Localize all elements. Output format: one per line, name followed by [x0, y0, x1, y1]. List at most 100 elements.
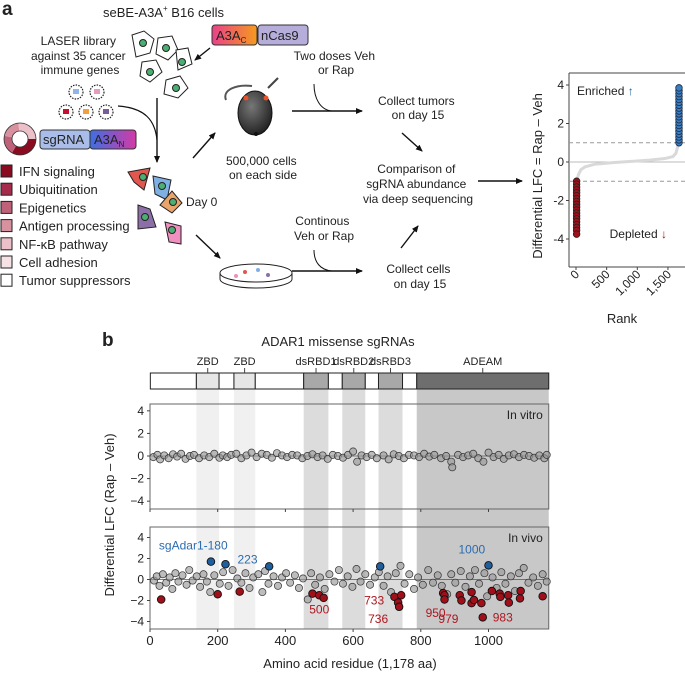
sgrna-point: [383, 572, 392, 581]
enriched-label: Enriched ↑: [577, 84, 634, 98]
depleted-sgrna-point: [538, 592, 547, 601]
domain-label-dsrbd3: dsRBD3: [370, 356, 411, 368]
depleted-sgrna-label: 500: [309, 602, 329, 616]
y-tick-label: −4: [130, 615, 144, 629]
sgrna-point: [430, 450, 439, 459]
y-tick-label: −2: [130, 594, 144, 608]
legend-label: Cell adhesion: [19, 255, 98, 270]
sgrna-point: [370, 573, 379, 582]
sgrna-point: [475, 579, 483, 588]
sgrna-point: [353, 457, 362, 466]
y-tick-label: 4: [557, 78, 564, 92]
depleted-sgrna-point: [487, 586, 497, 596]
arrow-to-mouse: [192, 132, 216, 159]
depleted-sgrna-point: [496, 592, 505, 602]
invitro-treatment-text: Continous Veh or Rap: [294, 214, 354, 243]
sgrna-point: [484, 448, 493, 457]
panel-name: In vitro: [507, 408, 543, 422]
cells-per-side-text: 500,000 cells on each side: [226, 154, 300, 182]
sgrna-point: [349, 447, 358, 456]
sgrna-point: [171, 569, 180, 578]
sgrna-point: [177, 449, 186, 458]
domain-segment: [149, 372, 197, 390]
panel-b-xlabel: Amino acid residue (1,178 aa): [263, 656, 436, 671]
svg-text:sgRNA: sgRNA: [43, 132, 85, 147]
sgrna-point: [471, 566, 479, 574]
sgrna-point: [241, 569, 250, 578]
depleted-sgrna-point: [477, 598, 486, 608]
enriched-sgrna-point: [484, 561, 493, 570]
legend-swatch: [0, 237, 13, 251]
depleted-sgrna-label: 736: [368, 612, 388, 626]
sgrna-point: [479, 457, 488, 466]
rank-xlabel: Rank: [607, 311, 638, 326]
y-tick-label: −2: [130, 472, 144, 486]
y-tick-label: -4: [553, 232, 564, 246]
panel-b-ylabel: Differential LFC (Rap – Veh): [102, 433, 117, 596]
sgrna-point: [480, 569, 489, 578]
sgrna-point: [303, 595, 312, 604]
depleted-sgrna-point: [457, 596, 466, 605]
sgrna-point: [379, 581, 388, 590]
sgrna-point: [315, 573, 324, 582]
sgrna-point: [247, 448, 256, 457]
svg-text:nCas9: nCas9: [261, 28, 299, 43]
sgrna-point: [311, 580, 320, 589]
domain-segment: [303, 372, 329, 390]
pathway-legend: IFN signaling Ubiquitination Epigenetics An…: [0, 164, 131, 288]
sgrna-point: [483, 592, 492, 601]
enriched-sgrna-point: [375, 562, 385, 571]
sgrna-point: [330, 577, 339, 586]
library-donut-icon: [3, 122, 37, 156]
sgrna-point: [442, 452, 451, 460]
sgrna-point: [488, 573, 497, 582]
sgrna-point: [343, 572, 352, 581]
sgrna-point: [414, 573, 423, 582]
sgrna-point: [232, 449, 241, 458]
sgrna-point: [461, 582, 470, 591]
depleted-sgrna-point: [213, 589, 222, 599]
a3ac-ncas9-construct: A3AC nCas9: [211, 24, 309, 46]
x-tick-label: 0: [567, 267, 582, 282]
sgrna-point: [356, 577, 365, 586]
sgrna-point: [418, 580, 427, 589]
domain-segment: [254, 372, 305, 390]
depleted-sgrna-point: [156, 595, 166, 604]
sgrna-point: [215, 579, 224, 588]
arrow: [401, 132, 423, 152]
domain-label-dsrbd2: dsRBD2: [333, 356, 374, 368]
domain-segment: [233, 372, 256, 390]
sgrna-point: [290, 571, 299, 580]
x-tick-label: 1,000: [612, 267, 643, 298]
legend-swatch: [0, 273, 13, 287]
sgrna-point: [274, 581, 282, 590]
sgrna-point: [307, 569, 316, 578]
sgrna-point: [155, 581, 164, 590]
depleted-sgrna-point: [515, 594, 525, 603]
domain-label-zbd: ZBD: [197, 356, 219, 368]
domain-segment: [364, 372, 379, 390]
sgrna-point: [282, 569, 291, 578]
legend-swatch: [0, 164, 13, 178]
sgrna-point: [396, 561, 405, 570]
sgrna-point: [433, 571, 442, 580]
lentivirus-icons: [58, 84, 114, 120]
b16-cells-icon: [131, 30, 193, 99]
sgrna-point: [506, 572, 515, 581]
svg-text:A3AC: A3AC: [216, 28, 247, 45]
sgrna-point: [237, 578, 246, 587]
sgrna-point: [542, 577, 551, 586]
sgrna-point: [245, 583, 254, 592]
domain-segment: [402, 372, 418, 390]
connector-line: [313, 249, 333, 272]
mouse-icon: [224, 77, 279, 136]
rank-ylabel: Differential LFC = Rap – Veh: [530, 93, 545, 259]
sgrna-point: [192, 572, 201, 581]
y-tick-label: 2: [137, 426, 144, 440]
invivo-treatment-text: Two doses Veh or Rap: [294, 49, 379, 77]
collect-tumors-text: Collect tumors on day 15: [378, 94, 458, 122]
x-tick-label: 0: [146, 633, 153, 648]
sgrna-point: [206, 588, 215, 597]
